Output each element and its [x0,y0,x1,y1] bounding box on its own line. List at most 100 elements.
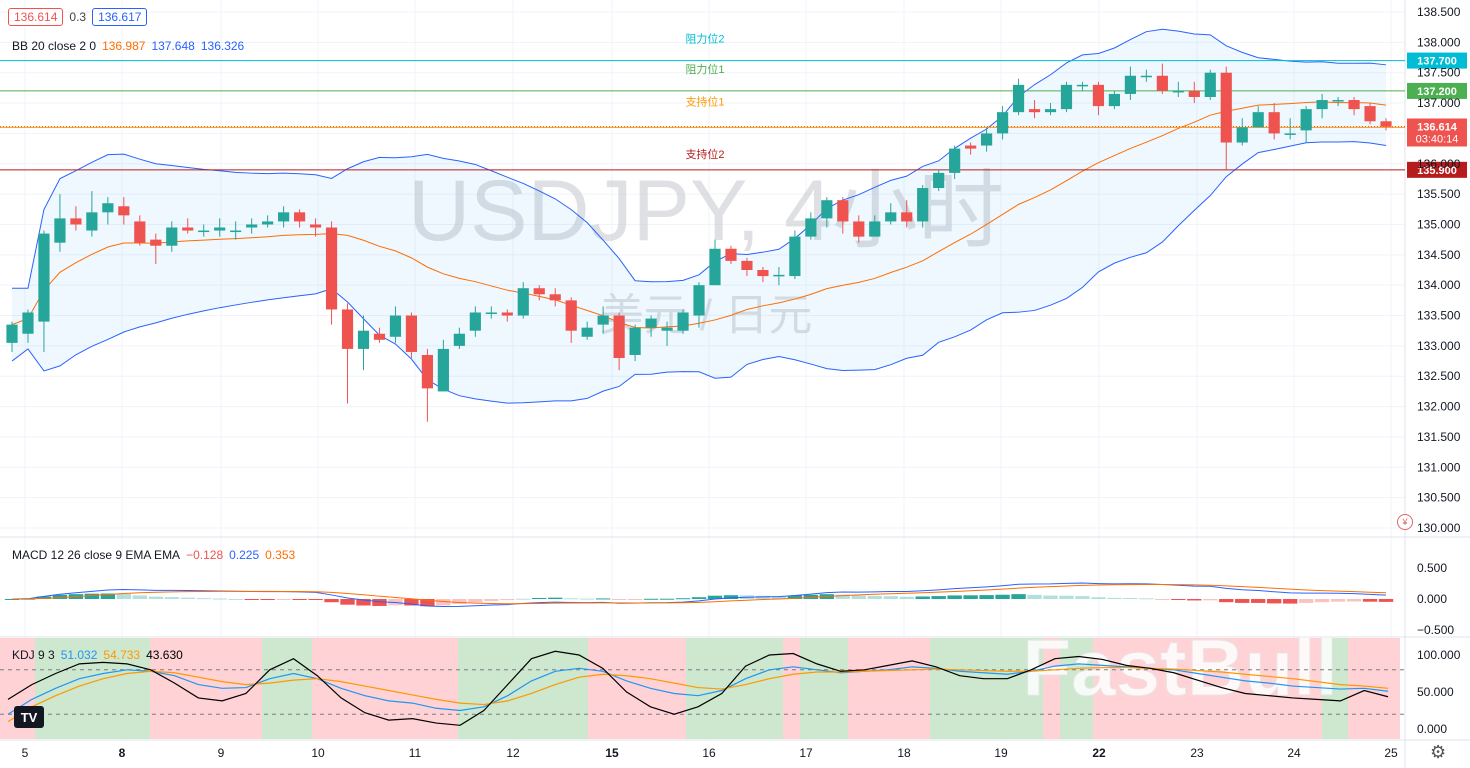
candle-body [1364,106,1376,122]
candle-body [485,312,497,314]
candle-body [1380,121,1392,127]
kdj-pane [0,650,1405,726]
macd-histogram-bar [340,599,355,605]
macd-legend-name: MACD 12 26 close 9 EMA EMA [12,548,181,562]
candle-body [517,288,529,316]
candle-body [421,354,433,389]
candle-body [1044,109,1057,113]
time-tick-label: 11 [409,746,422,760]
candle-body [885,212,897,222]
macd-histogram-bar [1011,594,1026,599]
candle-body [805,218,817,237]
candle-body [773,274,785,277]
currency-icon[interactable]: ¥ [1397,514,1413,530]
macd-histogram-bar [180,597,195,599]
candle-body [1204,72,1216,97]
watermark-symbol: USDJPY, 4小时 [408,163,1004,259]
time-tick-label: 23 [1190,746,1204,760]
macd-legend[interactable]: MACD 12 26 close 9 EMA EMA −0.128 0.225 … [12,548,295,562]
price-tick-label: 137.500 [1417,66,1461,80]
candle-body [1060,84,1073,110]
candle-body [725,248,737,261]
macd-histogram-bar [1203,599,1218,601]
candle-body [709,248,721,286]
macd-histogram-bar [404,599,419,606]
tradingview-logo-icon[interactable]: TV [14,706,44,728]
macd-histogram-bar [1027,594,1042,599]
price-tick-label: 135.000 [1417,217,1461,231]
candle-body [949,148,961,173]
candle-body [389,315,402,337]
candle-body [645,318,657,328]
sell-price-pill[interactable]: 136.614 [8,8,64,26]
price-tick-label: 131.000 [1417,460,1461,474]
price-tick-label: 130.500 [1417,491,1461,505]
price-line-label: 支持位2 [685,147,724,161]
macd-histogram-bar [1298,599,1314,603]
macd-line-value: 0.225 [229,548,260,562]
macd-histogram-bar [1091,597,1106,599]
macd-histogram-bar [4,599,20,600]
last-price-text: 136.614 [1417,121,1458,133]
macd-histogram-bar [324,599,339,603]
macd-tick-label: 0.500 [1417,561,1447,575]
buy-price-pill[interactable]: 136.617 [92,8,148,26]
settings-gear-icon[interactable]: ⚙ [1430,742,1447,762]
candle-body [933,172,945,189]
macd-histogram-bar [1346,599,1362,602]
price-tick-label: 138.000 [1417,35,1461,49]
candle-body [996,112,1009,134]
candle-body [965,145,977,149]
macd-histogram-bar [132,595,148,599]
time-tick-label: 22 [1092,746,1106,760]
macd-histogram-bar [883,596,898,599]
macd-histogram-bar [947,595,962,599]
macd-histogram-bar [915,596,930,599]
time-axis[interactable]: 5 8 9 10 11 12 15 16 17 18 19 22 23 24 25 [22,746,1398,760]
price-tick-label: 138.500 [1417,5,1461,19]
price-axis[interactable]: 138.500 138.000 137.500 137.000 136.000 135.5… [1417,5,1461,736]
candle-body [869,221,881,237]
candle-body [1124,75,1136,94]
candle-body [853,221,865,237]
macd-histogram-bar [867,595,882,599]
price-tick-label: 131.500 [1417,430,1461,444]
candle-body [1012,84,1025,113]
candle-body [437,348,449,392]
candle-body [262,221,274,225]
macd-histogram-bar [564,598,579,600]
macd-histogram-bar [1330,599,1346,602]
candle-body [533,288,545,295]
macd-histogram-bar [1362,599,1378,602]
kdj-zone [800,638,848,739]
candle-body [1172,90,1184,93]
bb-legend[interactable]: BB 20 close 2 0 136.987 137.648 136.326 [12,39,244,53]
candle-body [6,324,18,343]
candle-body [677,312,689,331]
candle-body [357,330,370,349]
candle-body [1300,109,1312,131]
price-tag [1407,161,1467,178]
time-tick-label: 25 [1384,746,1398,760]
macd-histogram-bar [148,596,163,599]
candle-body [1140,75,1152,78]
candle-body [86,212,98,231]
kdj-zone [262,638,312,739]
macd-histogram-bar [1187,599,1202,601]
kdj-j-value: 43.630 [146,648,183,662]
macd-hist-value: −0.128 [186,548,224,562]
macd-histogram-bar [484,599,499,601]
time-tick-label: 8 [119,746,126,760]
price-tick-label: 132.000 [1417,400,1461,414]
macd-tick-label: 0.000 [1417,592,1447,606]
macd-histogram-bar [452,599,467,604]
price-tag [1407,52,1467,69]
price-tick-label: 132.500 [1417,369,1461,383]
candle-body [549,294,561,301]
candle-body [373,333,386,340]
price-line-label: 阻力位1 [685,62,724,76]
price-tick-label: 134.000 [1417,278,1461,292]
kdj-legend[interactable]: KDJ 9 3 51.032 54.733 43.630 [12,648,183,662]
bb-lower-value: 136.326 [200,39,245,53]
